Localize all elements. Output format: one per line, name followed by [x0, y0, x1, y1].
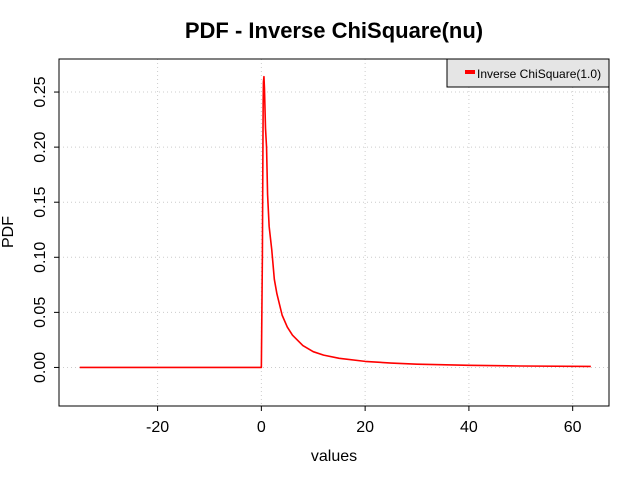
y-tick-label: 0.15 [32, 187, 49, 218]
plot-area [79, 75, 591, 369]
x-tick-label: 60 [564, 419, 582, 436]
legend: Inverse ChiSquare(1.0) [446, 58, 610, 88]
x-axis: -20 0 20 40 60 [146, 406, 582, 436]
x-axis-label: values [311, 448, 357, 465]
grid [59, 59, 609, 406]
series-line [79, 75, 591, 369]
x-tick-label: 20 [356, 419, 374, 436]
plot-frame [58, 58, 610, 407]
y-tick-label: 0.25 [32, 76, 49, 107]
y-tick-label: 0.10 [32, 242, 49, 273]
y-tick-label: 0.00 [32, 352, 49, 383]
legend-label: Inverse ChiSquare(1.0) [477, 67, 601, 81]
y-tick-label: 0.20 [32, 131, 49, 162]
x-tick-label: 40 [460, 419, 478, 436]
y-axis-label: PDF [0, 216, 17, 248]
x-tick-label: -20 [146, 419, 169, 436]
chart-title: PDF - Inverse ChiSquare(nu) [185, 18, 483, 43]
y-tick-label: 0.05 [32, 297, 49, 328]
y-axis: 0.00 0.05 0.10 0.15 0.20 0.25 [32, 76, 59, 383]
x-tick-label: 0 [257, 419, 266, 436]
legend-swatch [465, 70, 475, 74]
